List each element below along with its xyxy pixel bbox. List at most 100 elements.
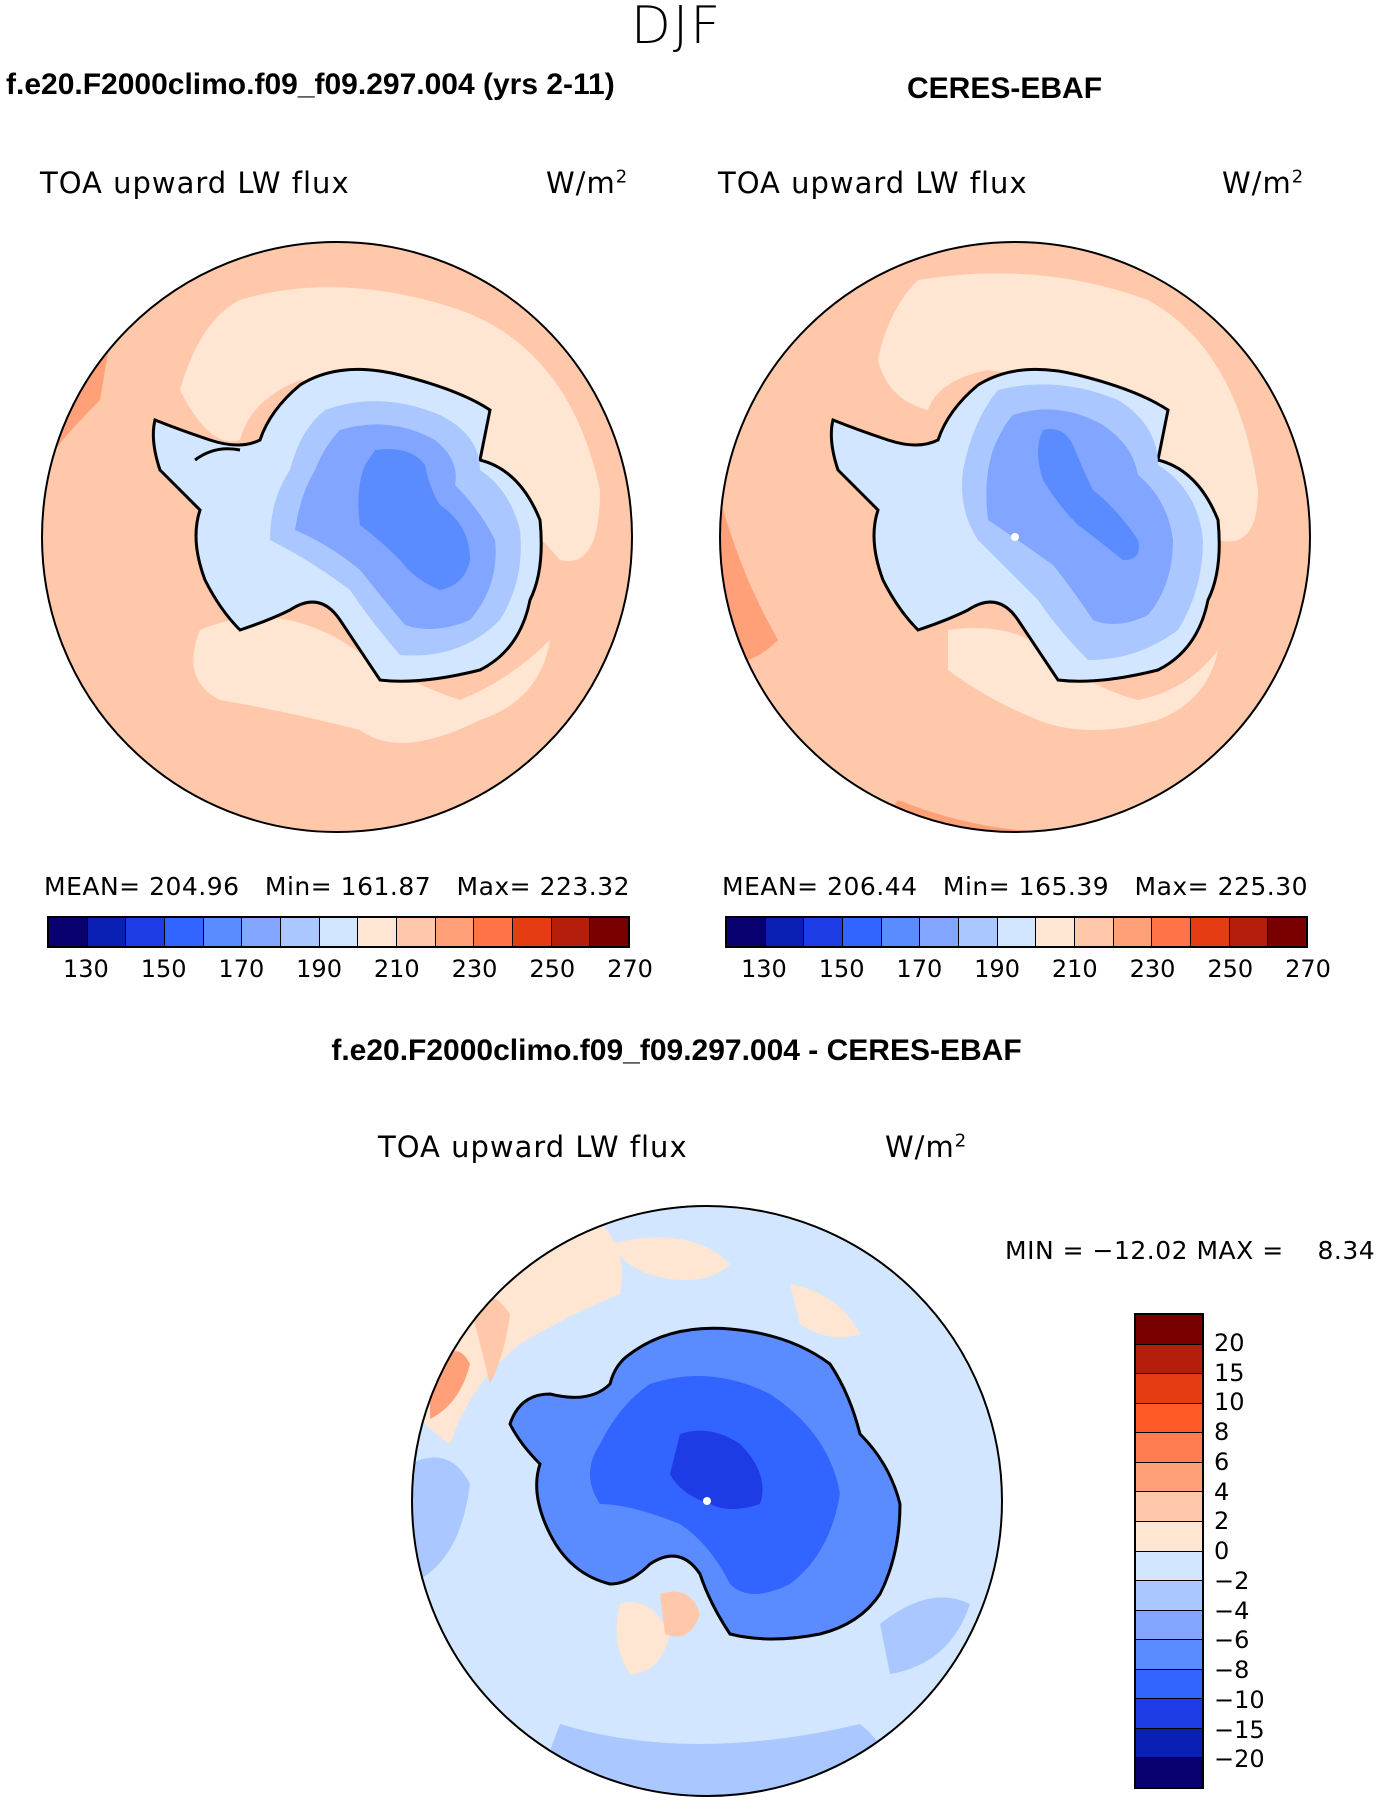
obs-colorbar-cell <box>1268 918 1307 946</box>
obs-colorbar-cell <box>727 918 766 946</box>
diff-panel-title: f.e20.F2000climo.f09_f09.297.004 - CERES… <box>331 1034 1022 1067</box>
diff-colorbar-tick: 0 <box>1214 1537 1230 1565</box>
diff-colorbar-tick: −6 <box>1214 1626 1250 1655</box>
map-cool-ring <box>193 617 551 743</box>
obs-colorbar-tick: 170 <box>896 955 943 983</box>
model-polar-map <box>41 241 633 833</box>
diff-colorbar-cell <box>1136 1433 1202 1463</box>
model-colorbar-cell <box>551 918 591 946</box>
model-colorbar-cell <box>513 918 552 946</box>
model-colorbar <box>47 916 630 948</box>
obs-colorbar-cell <box>804 918 844 946</box>
map-positive-patch <box>660 1591 700 1637</box>
diff-variable-label: TOA upward LW flux <box>378 1130 688 1164</box>
diff-colorbar-tick: 2 <box>1214 1507 1230 1536</box>
diff-colorbar-tick: −2 <box>1214 1566 1250 1595</box>
obs-min-value: 165.39 <box>1018 872 1110 901</box>
diff-colorbar-cell <box>1136 1344 1202 1375</box>
diff-colorbar-cell <box>1136 1581 1202 1611</box>
model-colorbar-tick: 150 <box>140 955 187 983</box>
obs-panel-title: CERES-EBAF <box>907 72 1103 105</box>
obs-colorbar-cell <box>765 918 805 946</box>
diff-colorbar-cell <box>1136 1492 1202 1522</box>
diff-colorbar-cell <box>1136 1551 1202 1582</box>
model-min-value: 161.87 <box>340 872 432 901</box>
model-colorbar-tick: 210 <box>373 955 420 983</box>
obs-colorbar-tick: 150 <box>818 955 865 983</box>
diff-colorbar-cell <box>1136 1462 1202 1493</box>
diff-colorbar-tick: −4 <box>1214 1596 1250 1625</box>
diff-colorbar-tick: 8 <box>1214 1418 1230 1446</box>
diff-stats: MIN = −12.02 MAX = 8.34 <box>1005 1236 1376 1265</box>
obs-max-value: 225.30 <box>1217 872 1309 901</box>
diff-colorbar-tick: 20 <box>1214 1328 1245 1357</box>
diff-colorbar-tick: 10 <box>1214 1388 1245 1417</box>
diff-colorbar-cell <box>1136 1758 1202 1787</box>
obs-colorbar-cell <box>997 918 1037 946</box>
obs-colorbar-cell <box>959 918 998 946</box>
model-panel-title: f.e20.F2000climo.f09_f09.297.004 (yrs 2-… <box>6 68 615 101</box>
diff-colorbar-tick: −10 <box>1214 1685 1265 1714</box>
diff-colorbar-cell <box>1136 1669 1202 1700</box>
obs-units-label: W/m2 <box>1222 166 1305 200</box>
obs-colorbar-cell <box>1075 918 1114 946</box>
obs-colorbar-tick: 210 <box>1051 955 1098 983</box>
obs-colorbar-tick: 250 <box>1207 955 1254 983</box>
diff-colorbar-ticks: 20 15 10 8 6 4 2 0 −2 −4 −6 −8 −10 −15 −20 <box>1214 1313 1284 1789</box>
model-variable-label: TOA upward LW flux <box>40 166 350 200</box>
model-colorbar-cell <box>397 918 436 946</box>
diff-colorbar-cell <box>1136 1403 1202 1434</box>
model-units-label: W/m2 <box>546 166 629 200</box>
obs-colorbar-cell <box>1152 918 1192 946</box>
model-colorbar-cell <box>590 918 629 946</box>
obs-colorbar-tick: 230 <box>1129 955 1176 983</box>
map-positive-patch <box>790 1284 860 1338</box>
obs-colorbar-tick: 190 <box>974 955 1020 983</box>
obs-colorbar-tick: 270 <box>1285 955 1331 983</box>
map-warm-patch <box>720 490 778 663</box>
map-ice-contour <box>358 449 470 590</box>
diff-colorbar <box>1134 1313 1204 1789</box>
model-max-value: 223.32 <box>539 872 631 901</box>
diff-colorbar-tick: −20 <box>1214 1745 1265 1774</box>
model-stats: MEAN= 204.96 Min= 161.87 Max= 223.32 <box>44 872 631 901</box>
model-colorbar-tick: 170 <box>218 955 265 983</box>
diff-colorbar-cell <box>1136 1640 1202 1670</box>
season-title: DJF <box>630 0 723 56</box>
diff-colorbar-cell <box>1136 1315 1202 1345</box>
obs-colorbar-cell <box>1229 918 1269 946</box>
model-colorbar-cell <box>49 918 88 946</box>
diff-colorbar-cell <box>1136 1521 1202 1552</box>
diff-colorbar-cell <box>1136 1374 1202 1404</box>
obs-colorbar-cell <box>920 918 960 946</box>
obs-colorbar-cell <box>1113 918 1153 946</box>
obs-polar-map <box>719 241 1311 833</box>
obs-stats: MEAN= 206.44 Min= 165.39 Max= 225.30 <box>722 872 1309 901</box>
diff-colorbar-cell <box>1136 1610 1202 1641</box>
model-colorbar-cell <box>319 918 359 946</box>
diff-colorbar-tick: −8 <box>1214 1656 1250 1684</box>
model-colorbar-cell <box>203 918 243 946</box>
model-mean-value: 204.96 <box>149 872 240 901</box>
model-colorbar-cell <box>435 918 475 946</box>
model-colorbar-tick: 130 <box>62 955 109 983</box>
map-pole-point <box>1011 533 1019 541</box>
model-colorbar-cell <box>281 918 320 946</box>
model-colorbar-tick: 230 <box>451 955 498 983</box>
obs-variable-label: TOA upward LW flux <box>718 166 1028 200</box>
obs-colorbar <box>725 916 1308 948</box>
map-positive-patch <box>470 1296 510 1384</box>
model-colorbar-ticks: 130 150 170 190 210 230 250 270 <box>47 955 653 989</box>
obs-colorbar-ticks: 130 150 170 190 210 230 250 270 <box>725 955 1331 989</box>
model-colorbar-cell <box>474 918 514 946</box>
diff-polar-map <box>411 1205 1003 1797</box>
model-colorbar-tick: 250 <box>529 955 576 983</box>
diff-max-value: 8.34 <box>1317 1236 1376 1265</box>
map-negative-patch <box>412 1457 470 1584</box>
map-ice-contour <box>1038 429 1139 560</box>
model-colorbar-cell <box>87 918 127 946</box>
map-positive-patch <box>610 1237 730 1280</box>
model-colorbar-cell <box>358 918 398 946</box>
model-colorbar-cell <box>242 918 282 946</box>
obs-colorbar-cell <box>1191 918 1230 946</box>
